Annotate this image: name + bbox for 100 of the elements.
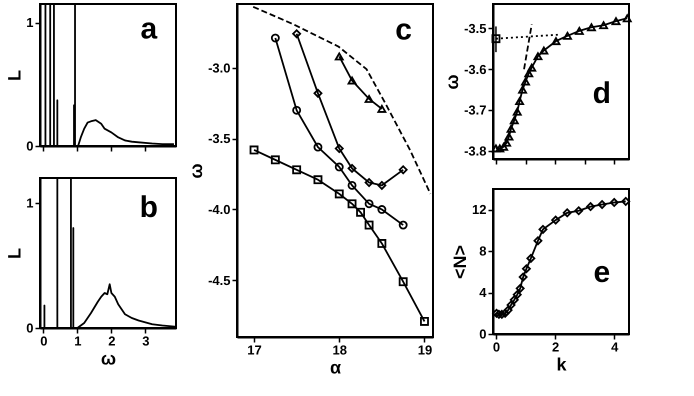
point bbox=[574, 206, 584, 216]
point bbox=[521, 78, 530, 86]
x-tick-label: 2 bbox=[108, 334, 116, 348]
point bbox=[364, 178, 374, 187]
point bbox=[314, 142, 322, 152]
point bbox=[538, 224, 548, 234]
y-axis-title: L bbox=[4, 248, 24, 259]
x-tick-label: 3 bbox=[142, 334, 150, 348]
y-tick-label: 8 bbox=[479, 244, 486, 259]
annotation: d bbox=[592, 76, 611, 110]
point bbox=[612, 17, 620, 26]
point bbox=[518, 86, 527, 94]
y-tick-label: -3.7 bbox=[464, 102, 486, 118]
point bbox=[364, 220, 374, 230]
annotation: c bbox=[395, 14, 412, 47]
point bbox=[504, 132, 514, 141]
y-tick-label: 4 bbox=[479, 285, 488, 300]
point bbox=[364, 94, 374, 103]
y-tick-label: -3.6 bbox=[464, 62, 486, 77]
point bbox=[314, 175, 322, 184]
y-tick-label: -3.8 bbox=[464, 143, 486, 158]
y-tick-label: -4.5 bbox=[208, 272, 230, 288]
point bbox=[334, 144, 344, 153]
y-tick-label: -4.0 bbox=[208, 202, 230, 217]
y-axis-title: L bbox=[4, 70, 24, 81]
point bbox=[334, 189, 344, 198]
point bbox=[518, 272, 528, 282]
point bbox=[398, 277, 408, 286]
point bbox=[552, 37, 560, 46]
point bbox=[562, 208, 572, 218]
x-axis-title: ω bbox=[100, 348, 116, 368]
point bbox=[377, 180, 386, 190]
x-tick-label: 18 bbox=[332, 342, 347, 358]
point bbox=[292, 29, 302, 38]
point bbox=[348, 164, 356, 173]
point bbox=[527, 64, 536, 72]
point bbox=[420, 316, 429, 326]
point bbox=[599, 21, 608, 30]
point bbox=[334, 52, 344, 60]
point bbox=[515, 97, 524, 106]
point bbox=[292, 165, 302, 174]
x-tick-label: 4 bbox=[611, 340, 620, 354]
y-axis-title: ω bbox=[186, 163, 206, 179]
x-tick-label: 17 bbox=[247, 342, 262, 358]
point bbox=[356, 208, 365, 217]
point bbox=[314, 88, 322, 98]
point bbox=[522, 264, 531, 274]
x-tick-label: 0 bbox=[40, 334, 48, 348]
point bbox=[377, 205, 386, 214]
y-tick-label: -3.0 bbox=[208, 60, 230, 76]
point bbox=[348, 199, 356, 208]
point bbox=[270, 155, 280, 164]
point bbox=[534, 236, 542, 246]
point bbox=[598, 200, 607, 209]
point bbox=[377, 239, 386, 248]
point bbox=[364, 199, 374, 208]
point bbox=[622, 14, 632, 22]
point bbox=[492, 34, 500, 44]
point bbox=[512, 290, 522, 300]
point bbox=[502, 138, 512, 147]
y-tick-label: -3.5 bbox=[464, 20, 486, 36]
point bbox=[563, 32, 572, 40]
annotation: e bbox=[593, 256, 610, 290]
y-tick-label: 1 bbox=[26, 196, 34, 210]
x-tick-label: 19 bbox=[418, 342, 432, 358]
x-axis-title: k bbox=[556, 354, 568, 374]
x-tick-label: 2 bbox=[552, 340, 560, 354]
point bbox=[348, 180, 356, 190]
y-tick-label: -3.5 bbox=[208, 131, 230, 146]
y-tick-label: 0 bbox=[26, 320, 34, 336]
point bbox=[516, 284, 525, 293]
annotation: b bbox=[140, 191, 158, 224]
point bbox=[334, 162, 344, 172]
point bbox=[551, 216, 560, 225]
y-axis-title: <N> bbox=[450, 244, 470, 280]
y-tick-label: 1 bbox=[26, 15, 34, 30]
point bbox=[499, 142, 508, 151]
point bbox=[348, 76, 356, 84]
point bbox=[534, 52, 542, 60]
point bbox=[539, 46, 548, 54]
point bbox=[377, 104, 386, 113]
x-tick-label: 1 bbox=[74, 334, 82, 348]
point bbox=[250, 146, 258, 154]
line-series bbox=[252, 6, 432, 195]
point bbox=[512, 108, 522, 116]
y-tick-label: 0 bbox=[26, 138, 34, 154]
point bbox=[587, 23, 596, 32]
point bbox=[292, 106, 302, 115]
point bbox=[574, 26, 584, 35]
point bbox=[610, 198, 619, 207]
point bbox=[398, 165, 408, 174]
point bbox=[510, 116, 519, 124]
point bbox=[506, 124, 516, 133]
point bbox=[586, 202, 595, 212]
point bbox=[495, 144, 504, 152]
x-tick-label: 0 bbox=[492, 340, 500, 354]
point bbox=[526, 254, 536, 263]
annotation: a bbox=[140, 12, 158, 46]
y-axis-title: ω bbox=[442, 74, 462, 90]
x-axis-title: α bbox=[330, 358, 342, 378]
